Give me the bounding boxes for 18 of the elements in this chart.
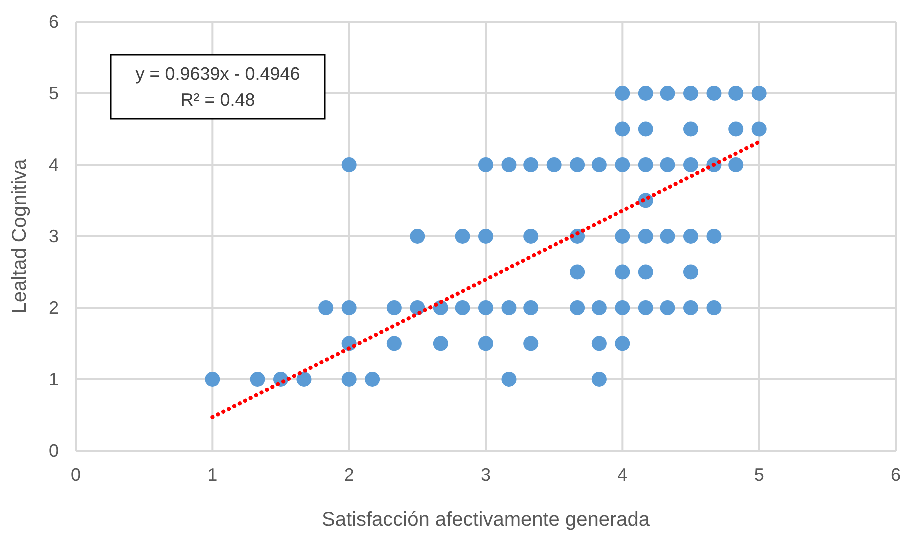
y-axis-title: Lealtad Cognitiva [9,158,31,314]
x-tick-label: 5 [754,465,764,485]
annotation: y = 0.9639x - 0.4946 [136,64,300,84]
x-tick-label: 1 [208,465,218,485]
x-axis-title: Satisfacción afectivamente generada [322,509,651,531]
y-tick-label: 6 [48,12,60,32]
y-tick-label: 1 [48,370,60,390]
annotation: R² = 0.48 [180,90,256,110]
x-tick-label: 6 [890,465,901,485]
y-tick-label: 0 [48,441,60,461]
x-tick-label: 2 [344,465,354,485]
y-tick-label: 2 [48,298,60,318]
x-tick-label: 4 [618,465,628,485]
x-tick-label: 3 [480,465,492,485]
y-tick-label: 3 [48,226,60,246]
x-tick-label: 0 [70,465,82,485]
y-tick-label: 5 [48,84,60,104]
y-tick-label: 4 [48,155,60,175]
